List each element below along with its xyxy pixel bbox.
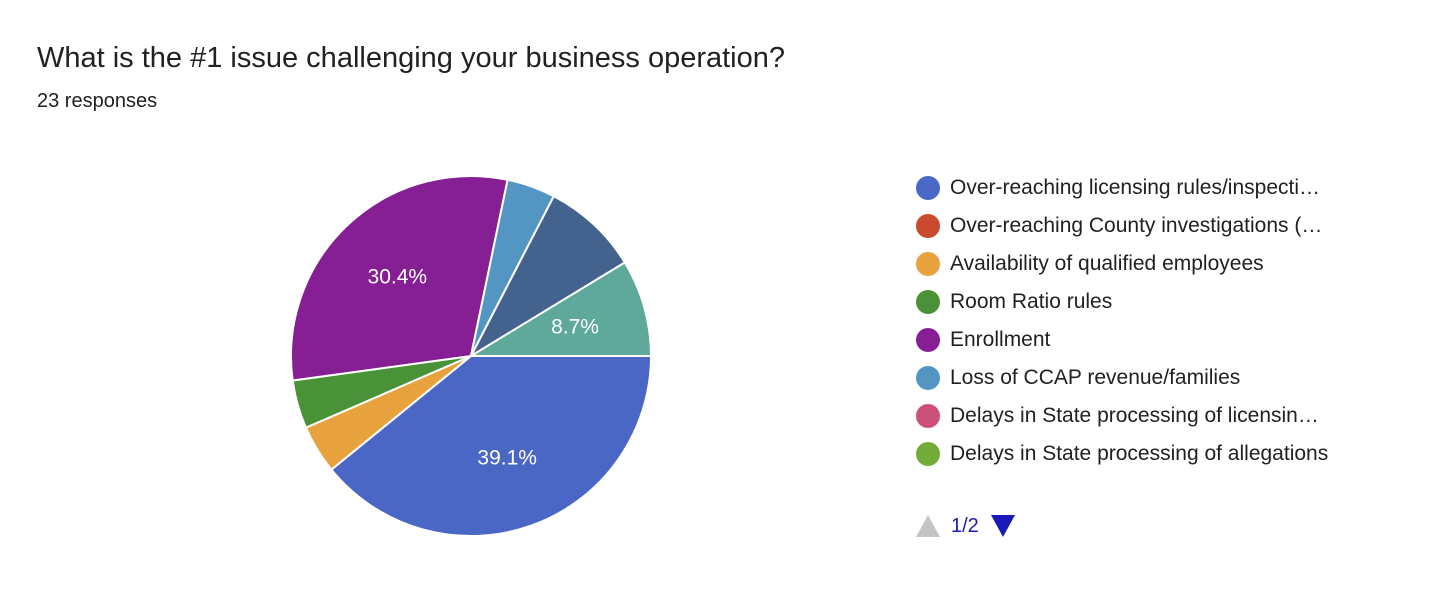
legend-label: Loss of CCAP revenue/families [950,366,1241,389]
legend-label: Delays in State processing of licensin… [950,404,1319,427]
pie-slice [470,195,626,357]
legend-item: Delays in State processing of licensin… [916,397,1319,435]
legend-label: Over-reaching licensing rules/inspecti… [950,176,1320,199]
legend-swatch-icon [916,404,940,428]
pie-slice [330,355,652,537]
pie-chart: 39.1% 30.4% 8.7% [290,175,652,537]
pie-slice [470,261,652,357]
legend-item: Availability of qualified employees [916,245,1264,283]
page-indicator: 1/2 [951,514,979,537]
legend-swatch-icon [916,442,940,466]
response-count: 23 responses [37,90,158,112]
legend-swatch-icon [916,252,940,276]
legend-label: Delays in State processing of allegation… [950,442,1329,465]
legend-item: Loss of CCAP revenue/families [916,359,1240,397]
pie-slices [290,175,652,537]
legend-item: Over-reaching County investigations (… [916,207,1322,245]
legend-pager: 1/2 [916,511,1015,541]
pie-data-label: 39.1% [477,446,537,469]
legend-label: Over-reaching County investigations (… [950,214,1323,237]
pie-data-label: 8.7% [551,315,599,338]
triangle-up-icon[interactable] [916,515,940,537]
pie-labels: 39.1% 30.4% 8.7% [368,266,599,470]
legend-swatch-icon [916,176,940,200]
legend-swatch-icon [916,328,940,352]
question-title: What is the #1 issue challenging your bu… [37,42,786,74]
pie-data-label: 30.4% [368,266,428,289]
legend-swatch-icon [916,290,940,314]
legend-swatch-icon [916,214,940,238]
legend-item: Over-reaching licensing rules/inspecti… [916,169,1320,207]
legend-label: Room Ratio rules [950,290,1113,313]
legend-item: Room Ratio rules [916,283,1112,321]
legend-item: Delays in State processing of allegation… [916,435,1328,473]
legend-label: Enrollment [950,328,1051,351]
triangle-down-icon[interactable] [990,515,1015,537]
legend-swatch-icon [916,366,940,390]
legend-item: Enrollment [916,321,1050,359]
legend-label: Availability of qualified employees [950,252,1264,275]
pie-slice [290,175,509,382]
